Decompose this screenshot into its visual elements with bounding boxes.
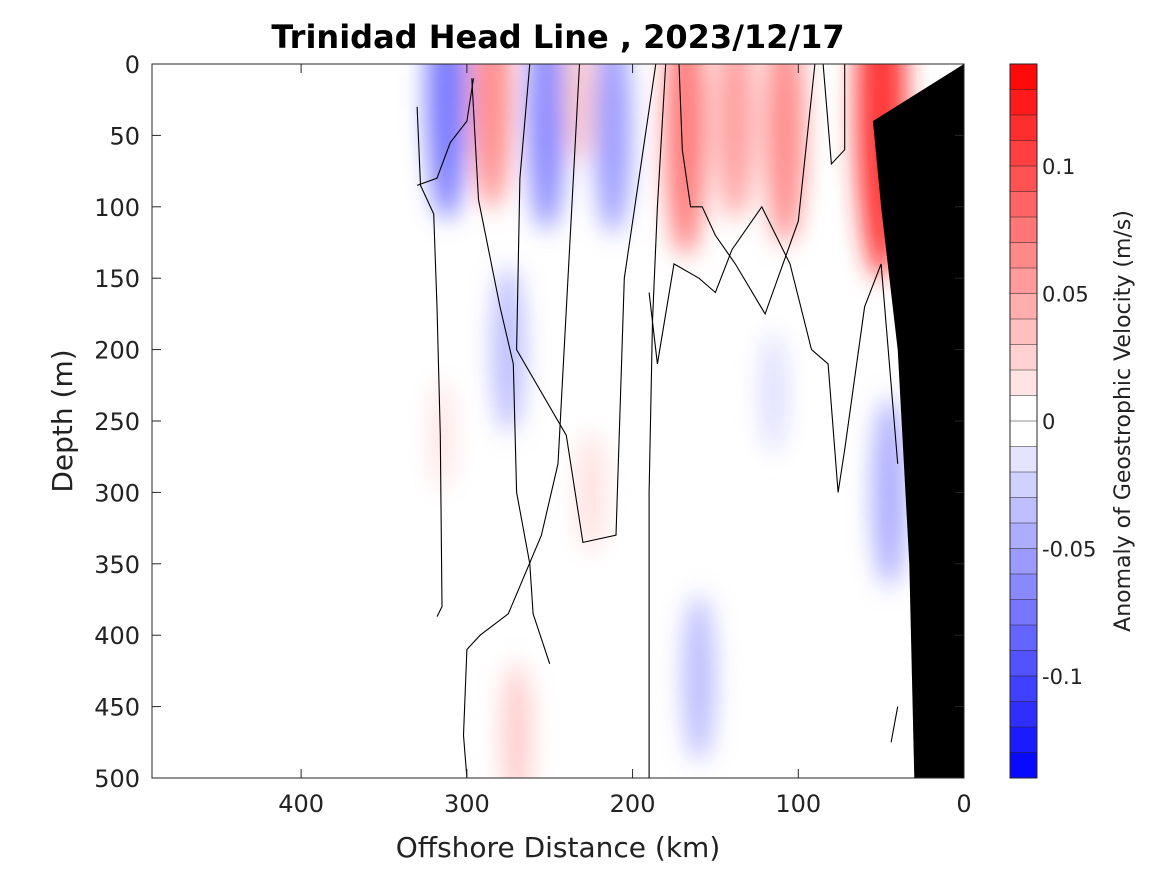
anomaly-blob bbox=[576, 430, 606, 555]
anomaly-blob bbox=[564, 64, 595, 166]
y-tick-label: 200 bbox=[94, 337, 140, 365]
anomaly-blob bbox=[759, 330, 788, 455]
x-tick-label: 400 bbox=[278, 790, 324, 818]
colorbar: 0.1 0.05 0 -0.05 -0.1 bbox=[1009, 63, 1096, 779]
colorbar-segment bbox=[1010, 395, 1037, 422]
zero-contour-line bbox=[416, 78, 475, 186]
zero-contour-line bbox=[822, 64, 846, 166]
zero-contour-line bbox=[516, 64, 657, 544]
colorbar-tick-label: 0.05 bbox=[1042, 283, 1089, 307]
anomaly-blob bbox=[765, 64, 805, 246]
anomaly-blob bbox=[594, 64, 632, 235]
y-tick-label: 300 bbox=[94, 479, 140, 507]
y-tick-label: 450 bbox=[94, 694, 140, 722]
zero-contour-line bbox=[471, 78, 551, 664]
anomaly-blob bbox=[501, 662, 532, 778]
colorbar-segment bbox=[1010, 625, 1037, 651]
y-tick-label: 350 bbox=[94, 551, 140, 579]
colorbar-segment bbox=[1010, 727, 1037, 753]
colorbar-tick-label: -0.1 bbox=[1042, 665, 1083, 689]
x-axis-label: Offshore Distance (km) bbox=[396, 831, 721, 864]
colorbar-segment bbox=[1010, 166, 1037, 192]
x-axis: 400 300 200 100 0 bbox=[278, 64, 972, 818]
zero-contour-line bbox=[416, 106, 443, 617]
colorbar-segment bbox=[1010, 319, 1037, 345]
colorbar-tick-label: 0 bbox=[1042, 410, 1055, 434]
colorbar-label: Anomaly of Geostrophic Velocity (m/s) bbox=[1111, 210, 1136, 632]
x-tick-label: 0 bbox=[956, 790, 971, 818]
y-tick-label: 500 bbox=[94, 765, 140, 793]
y-tick-label: 100 bbox=[94, 194, 140, 222]
x-tick-label: 300 bbox=[444, 790, 490, 818]
colorbar-segment bbox=[1010, 472, 1037, 498]
anomaly-blob bbox=[428, 378, 456, 492]
colorbar-segment bbox=[1010, 268, 1037, 294]
anomaly-blob bbox=[871, 397, 907, 588]
colorbar-segment bbox=[1010, 701, 1037, 728]
y-axis-label: Depth (m) bbox=[46, 349, 79, 492]
y-tick-label: 50 bbox=[109, 122, 140, 150]
colorbar-segment bbox=[1010, 64, 1037, 90]
anomaly-blob bbox=[526, 64, 567, 231]
colorbar-segment bbox=[1010, 89, 1037, 116]
zero-contours bbox=[416, 64, 899, 778]
colorbar-segment bbox=[1010, 242, 1037, 269]
colorbar-segment bbox=[1010, 752, 1037, 779]
colorbar-segment bbox=[1010, 421, 1037, 447]
anomaly-blob bbox=[472, 64, 512, 210]
chart-title: Trinidad Head Line , 2023/12/17 bbox=[271, 18, 844, 56]
colorbar-segment bbox=[1010, 676, 1037, 702]
colorbar-segment bbox=[1010, 293, 1037, 320]
colorbar-segment bbox=[1010, 574, 1037, 600]
y-tick-label: 250 bbox=[94, 408, 140, 436]
colorbar-segment bbox=[1010, 650, 1037, 677]
colorbar-segment bbox=[1010, 446, 1037, 473]
colorbar-segment bbox=[1010, 344, 1037, 371]
x-tick-label: 200 bbox=[610, 790, 656, 818]
colorbar-segment bbox=[1010, 115, 1037, 141]
bathymetry-shading bbox=[872, 64, 964, 778]
colorbar-tick-label: 0.1 bbox=[1042, 155, 1075, 179]
y-axis: 0 50 100 150 200 250 300 350 400 450 500 bbox=[94, 51, 964, 793]
anomaly-field bbox=[416, 64, 964, 778]
colorbar-tick-label: -0.05 bbox=[1042, 538, 1096, 562]
colorbar-segment bbox=[1010, 599, 1037, 626]
colorbar-segment bbox=[1010, 497, 1037, 524]
anomaly-blob bbox=[664, 64, 707, 257]
anomaly-blob bbox=[426, 64, 468, 221]
y-tick-label: 150 bbox=[94, 265, 140, 293]
colorbar-segment bbox=[1010, 548, 1037, 575]
colorbar-segment bbox=[1010, 370, 1037, 396]
colorbar-segment bbox=[1010, 217, 1037, 243]
colorbar-segment bbox=[1010, 140, 1037, 167]
zero-contour-line bbox=[678, 64, 816, 316]
x-tick-label: 100 bbox=[775, 790, 821, 818]
colorbar-segment bbox=[1010, 523, 1037, 549]
anomaly-blob bbox=[682, 594, 716, 763]
anomaly-blob bbox=[716, 64, 754, 220]
zero-contour-line bbox=[890, 706, 899, 743]
colorbar-frame bbox=[1009, 63, 1038, 779]
colorbar-segment bbox=[1010, 191, 1037, 218]
y-tick-label: 0 bbox=[125, 51, 140, 79]
y-tick-label: 400 bbox=[94, 622, 140, 650]
zero-contour-line bbox=[648, 205, 899, 493]
zero-contour-line bbox=[462, 64, 581, 778]
